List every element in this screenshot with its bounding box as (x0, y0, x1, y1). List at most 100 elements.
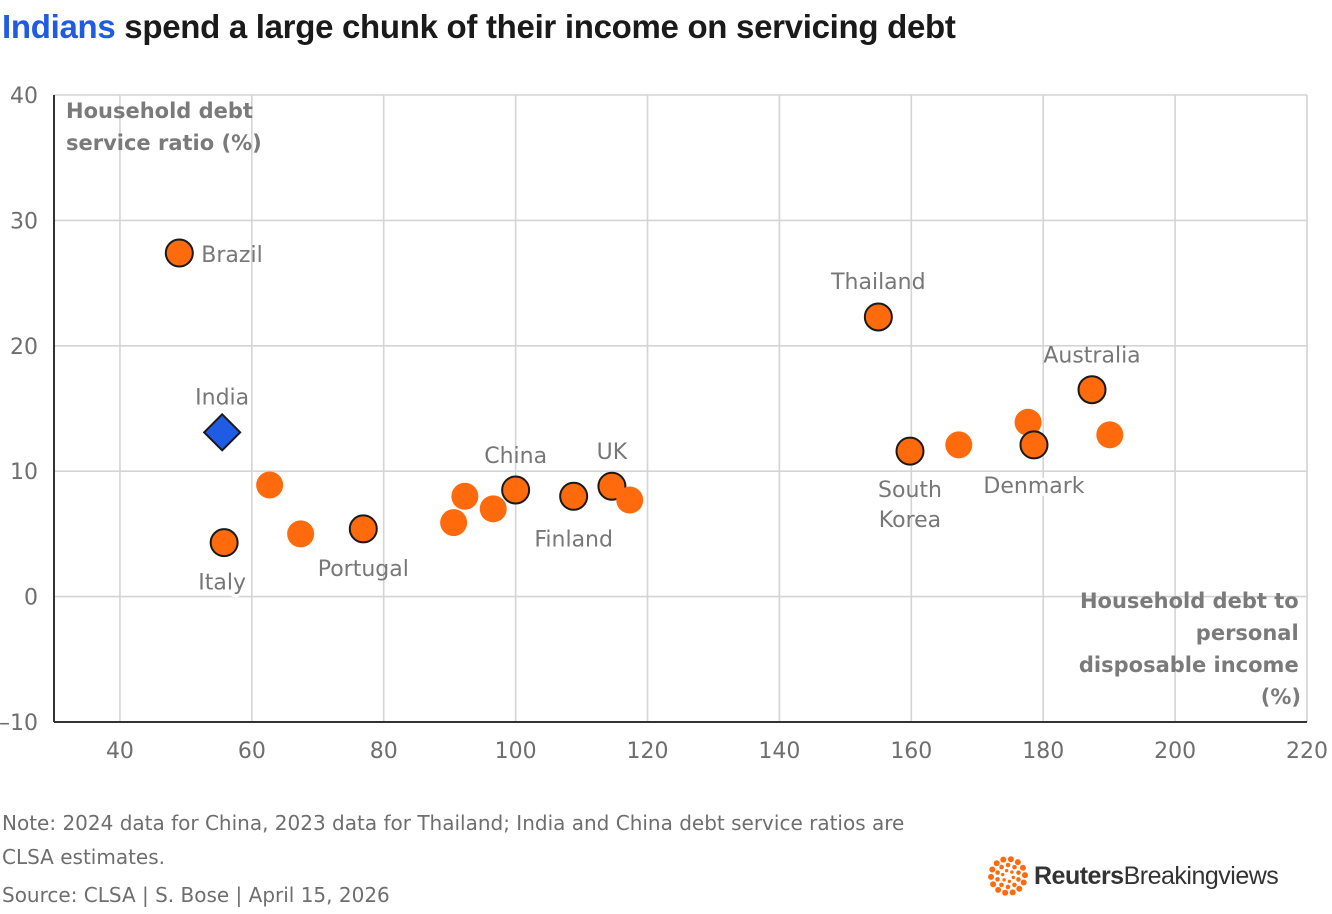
logo-dot (1019, 864, 1026, 871)
point-label: Italy (198, 571, 246, 596)
point-label: Thailand (830, 270, 925, 295)
logo-dot (1005, 884, 1011, 890)
point-label: Australia (1043, 344, 1140, 369)
data-point (863, 302, 893, 332)
data-point (501, 475, 531, 505)
x-axis-title-line: Household debt to (1080, 589, 1299, 613)
y-tick-label: 10 (10, 460, 38, 485)
point-label: UK (597, 440, 628, 465)
reuters-dot-logo-icon (988, 856, 1028, 896)
logo-dot (1020, 879, 1027, 886)
logo-dot (1007, 856, 1014, 863)
point-labels: Brazil India Italy Portugal China Finland UK Th… (195, 243, 1141, 599)
x-tick-label: 140 (758, 739, 800, 764)
x-tick-label: 100 (495, 739, 537, 764)
x-tick-label: 180 (1022, 739, 1064, 764)
chart-title: Indians spend a large chunk of their inc… (2, 8, 956, 46)
logo-dot (1011, 875, 1016, 880)
data-point (945, 431, 973, 459)
data-point (1019, 430, 1049, 460)
logo-dot (1021, 872, 1028, 879)
x-tick-label: 200 (1154, 739, 1196, 764)
data-point-india (202, 412, 242, 452)
axes (53, 95, 1307, 723)
data-point (616, 486, 644, 514)
data-point (559, 481, 589, 511)
logo-dot (995, 886, 1002, 893)
logo-dot (990, 881, 997, 888)
logo-dot (1016, 877, 1021, 882)
source-line: Source: CLSA | S. Bose | April 15, 2026 (2, 883, 390, 907)
logo-dot (1012, 864, 1017, 870)
point-label: Finland (534, 527, 613, 552)
logo-dot (993, 860, 1000, 867)
y-tick-label: 40 (10, 84, 38, 109)
data-point (348, 514, 378, 544)
point-label: South Korea (878, 478, 942, 533)
data-point (479, 495, 507, 523)
x-tick-label: 80 (370, 739, 398, 764)
x-tick-label: 120 (627, 739, 669, 764)
footnote-line: Note: 2024 data for China, 2023 data for… (2, 811, 905, 835)
x-axis-title: Household debt to personal disposable in… (1079, 589, 1306, 709)
data-point (256, 471, 284, 499)
title-highlight: Indians (2, 8, 116, 45)
data-point (1096, 421, 1124, 449)
y-tick-label: 0 (24, 586, 38, 611)
logo-dot (1002, 889, 1009, 896)
x-tick-label: 220 (1286, 739, 1328, 764)
data-point (440, 509, 468, 537)
logo-dot (1012, 882, 1017, 888)
logo-dot (1016, 870, 1021, 875)
data-point (1014, 408, 1042, 436)
y-tick-label: –10 (0, 711, 38, 736)
x-tick-label: 160 (890, 739, 932, 764)
logo-dot (989, 866, 996, 873)
data-point (451, 482, 479, 510)
data-points (164, 238, 1124, 558)
x-axis-title-line: personal (1196, 621, 1299, 645)
logo-dot (1010, 870, 1014, 874)
x-axis-title-line: (%) (1261, 685, 1301, 709)
logo-dot (995, 877, 1000, 882)
grid-lines (54, 94, 1308, 722)
y-axis-title: Household debt service ratio (%) (66, 99, 262, 155)
logo-dot (999, 882, 1004, 888)
point-label: China (484, 444, 547, 469)
logo-dot (1000, 872, 1005, 877)
footnote-line: CLSA estimates. (2, 845, 165, 869)
y-axis-title-line: service ratio (%) (66, 131, 262, 155)
logo-dot (999, 864, 1004, 870)
x-tick-label: 60 (238, 739, 266, 764)
footnote: Note: 2024 data for China, 2023 data for… (2, 806, 962, 874)
title-rest: spend a large chunk of their income on s… (115, 8, 956, 45)
logo-dot (1005, 862, 1011, 868)
logo-dot (1002, 878, 1006, 882)
point-label: India (195, 385, 249, 410)
brand-logo: Reuters Breakingviews (988, 856, 1279, 896)
point-label: Denmark (983, 474, 1084, 499)
point-label: Brazil (201, 243, 262, 268)
logo-dot (1007, 879, 1012, 884)
point-label: Portugal (318, 557, 409, 582)
data-point (1077, 375, 1107, 405)
y-tick-label: 30 (10, 209, 38, 234)
logo-dot (1000, 856, 1007, 863)
logo-dot (988, 873, 995, 880)
y-axis-title-line: Household debt (66, 99, 253, 123)
data-point (164, 238, 194, 268)
data-point (895, 436, 925, 466)
data-point (209, 528, 239, 558)
logo-dot (995, 870, 1000, 875)
tick-labels: –10 0 10 20 30 40 40 60 80 100 120 140 160 180 200 220 (0, 84, 1328, 764)
brand-name-bold: Reuters (1034, 861, 1124, 890)
logo-dot (1009, 889, 1016, 896)
data-point (287, 520, 315, 548)
logo-dot (1016, 885, 1023, 892)
logo-dot (1014, 859, 1021, 866)
logo-dot (1004, 868, 1009, 873)
y-tick-label: 20 (10, 335, 38, 360)
x-tick-label: 40 (106, 739, 134, 764)
brand-name-regular: Breakingviews (1123, 861, 1279, 890)
